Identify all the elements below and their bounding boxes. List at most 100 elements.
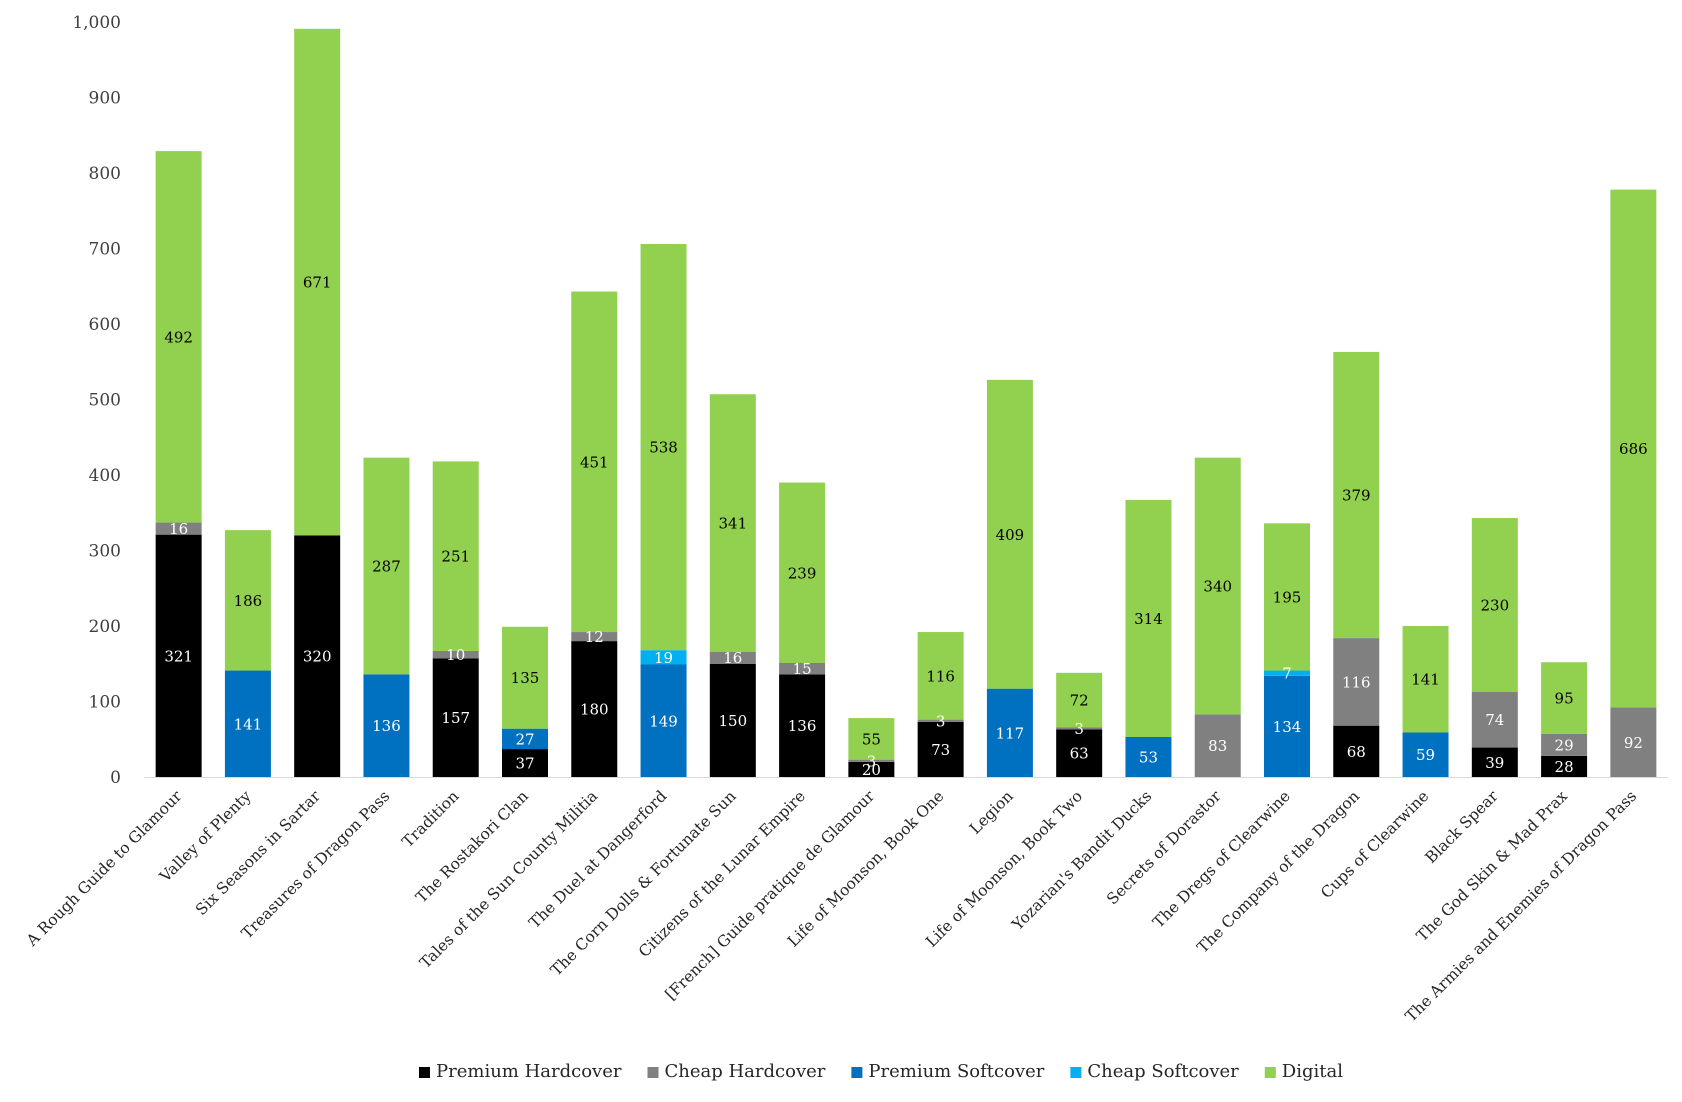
data-label: 186 <box>234 592 263 610</box>
y-tick-label: 0 <box>110 768 121 788</box>
data-label: 3 <box>1074 720 1084 738</box>
data-label: 55 <box>862 730 881 748</box>
data-label: 379 <box>1342 487 1371 505</box>
data-label: 239 <box>788 564 817 582</box>
bar-segment <box>363 674 410 777</box>
legend-label: Cheap Hardcover <box>664 1061 825 1082</box>
data-label: 68 <box>1347 743 1366 761</box>
bar-segment <box>986 688 1033 777</box>
bar-segment <box>155 522 202 535</box>
y-tick-label: 1,000 <box>72 13 121 33</box>
data-label: 686 <box>1619 440 1648 458</box>
bar-segment <box>1471 518 1518 692</box>
legend-swatch <box>647 1067 659 1078</box>
data-label: 180 <box>580 701 609 719</box>
bar-segment <box>224 670 271 777</box>
bar-segment <box>1125 736 1172 777</box>
x-category-label: The Armies and Enemies of Dragon Pass <box>1402 787 1640 1025</box>
bar-segment <box>1264 523 1310 671</box>
bar-segment <box>917 721 964 777</box>
data-label: 27 <box>515 730 534 748</box>
bar-segment <box>640 664 687 777</box>
legend-swatch <box>1264 1067 1276 1078</box>
data-label: 16 <box>169 520 188 538</box>
bar-segment <box>1125 499 1172 737</box>
bar-segment <box>1056 672 1103 728</box>
bar-segment <box>709 663 756 777</box>
x-category-label: Six Seasons in Sartar <box>192 787 324 919</box>
y-tick-label: 500 <box>89 391 121 411</box>
legend: Premium Hardcover Cheap Hardcover Premium … <box>419 1061 1343 1082</box>
data-label: 95 <box>1555 690 1574 708</box>
bars <box>155 28 1657 777</box>
bar-segment <box>1541 755 1588 777</box>
bar-segment <box>571 641 618 777</box>
bar-segment <box>1056 729 1103 777</box>
y-axis: 0 100 200 300 400 500 600 700 800 900 1,000 <box>72 13 121 788</box>
data-label: 136 <box>372 717 401 735</box>
y-tick-label: 800 <box>89 164 121 184</box>
legend-swatch <box>851 1067 863 1078</box>
data-label: 28 <box>1555 758 1574 776</box>
data-label: 409 <box>996 526 1025 544</box>
data-label: 320 <box>303 648 332 666</box>
bar-segment <box>779 482 826 663</box>
data-label: 20 <box>862 761 881 779</box>
data-label: 195 <box>1273 588 1302 606</box>
x-category-label: Secrets of Dorastor <box>1103 787 1225 909</box>
bar-segment <box>1402 626 1449 733</box>
data-label: 73 <box>931 741 950 759</box>
bar-segment <box>1471 691 1518 748</box>
data-label: 314 <box>1134 610 1163 628</box>
bar-segment <box>363 457 410 675</box>
data-label: 157 <box>441 709 470 727</box>
bar-segment <box>779 662 826 675</box>
legend-item: Cheap Hardcover <box>647 1061 826 1082</box>
bar-segment <box>432 650 479 659</box>
data-label: 39 <box>1485 754 1504 772</box>
x-category-label: Yozarian's Bandit Ducks <box>1008 787 1155 934</box>
bar-segment <box>1402 732 1449 777</box>
data-label: 141 <box>1411 671 1440 689</box>
bar-segment <box>502 749 548 777</box>
x-category-label: The Dregs of Clearwine <box>1149 787 1293 931</box>
y-tick-label: 200 <box>89 617 121 637</box>
data-label: 149 <box>649 712 678 730</box>
bar-segment <box>709 651 756 664</box>
data-label: 341 <box>718 514 747 532</box>
data-label: 59 <box>1416 746 1435 764</box>
bar-segment <box>709 394 756 652</box>
bar-segment <box>1194 714 1241 777</box>
y-tick-label: 900 <box>89 89 121 109</box>
bar-segment <box>848 759 895 762</box>
x-category-label: Tradition <box>399 787 463 851</box>
data-label: 116 <box>926 667 955 685</box>
bar-segment <box>640 650 687 665</box>
data-label: 287 <box>372 557 401 575</box>
bar-segment <box>1333 351 1380 639</box>
data-label: 340 <box>1203 577 1232 595</box>
data-label: 10 <box>446 646 465 664</box>
x-category-label: The Duel at Dangerford <box>526 787 671 932</box>
bar-segment <box>848 718 895 760</box>
bar-segment <box>502 728 548 750</box>
bar-segment <box>432 658 479 777</box>
bar-segment <box>294 535 341 777</box>
bar-segment <box>1471 747 1518 777</box>
data-label: 16 <box>723 649 742 667</box>
data-label: 251 <box>441 548 470 566</box>
legend-label: Premium Hardcover <box>436 1061 622 1082</box>
data-label: 72 <box>1070 691 1089 709</box>
bar-segment <box>155 534 202 777</box>
bar-segment <box>917 719 964 722</box>
data-label: 29 <box>1555 736 1574 754</box>
data-label: 671 <box>303 274 332 292</box>
y-tick-label: 100 <box>89 693 121 713</box>
x-category-label: The Rostakori Clan <box>412 787 531 906</box>
legend-item: Premium Hardcover <box>419 1061 622 1082</box>
x-category-label: Treasures of Dragon Pass <box>238 787 393 942</box>
bar-segment <box>1333 725 1380 777</box>
data-label: 92 <box>1624 734 1643 752</box>
